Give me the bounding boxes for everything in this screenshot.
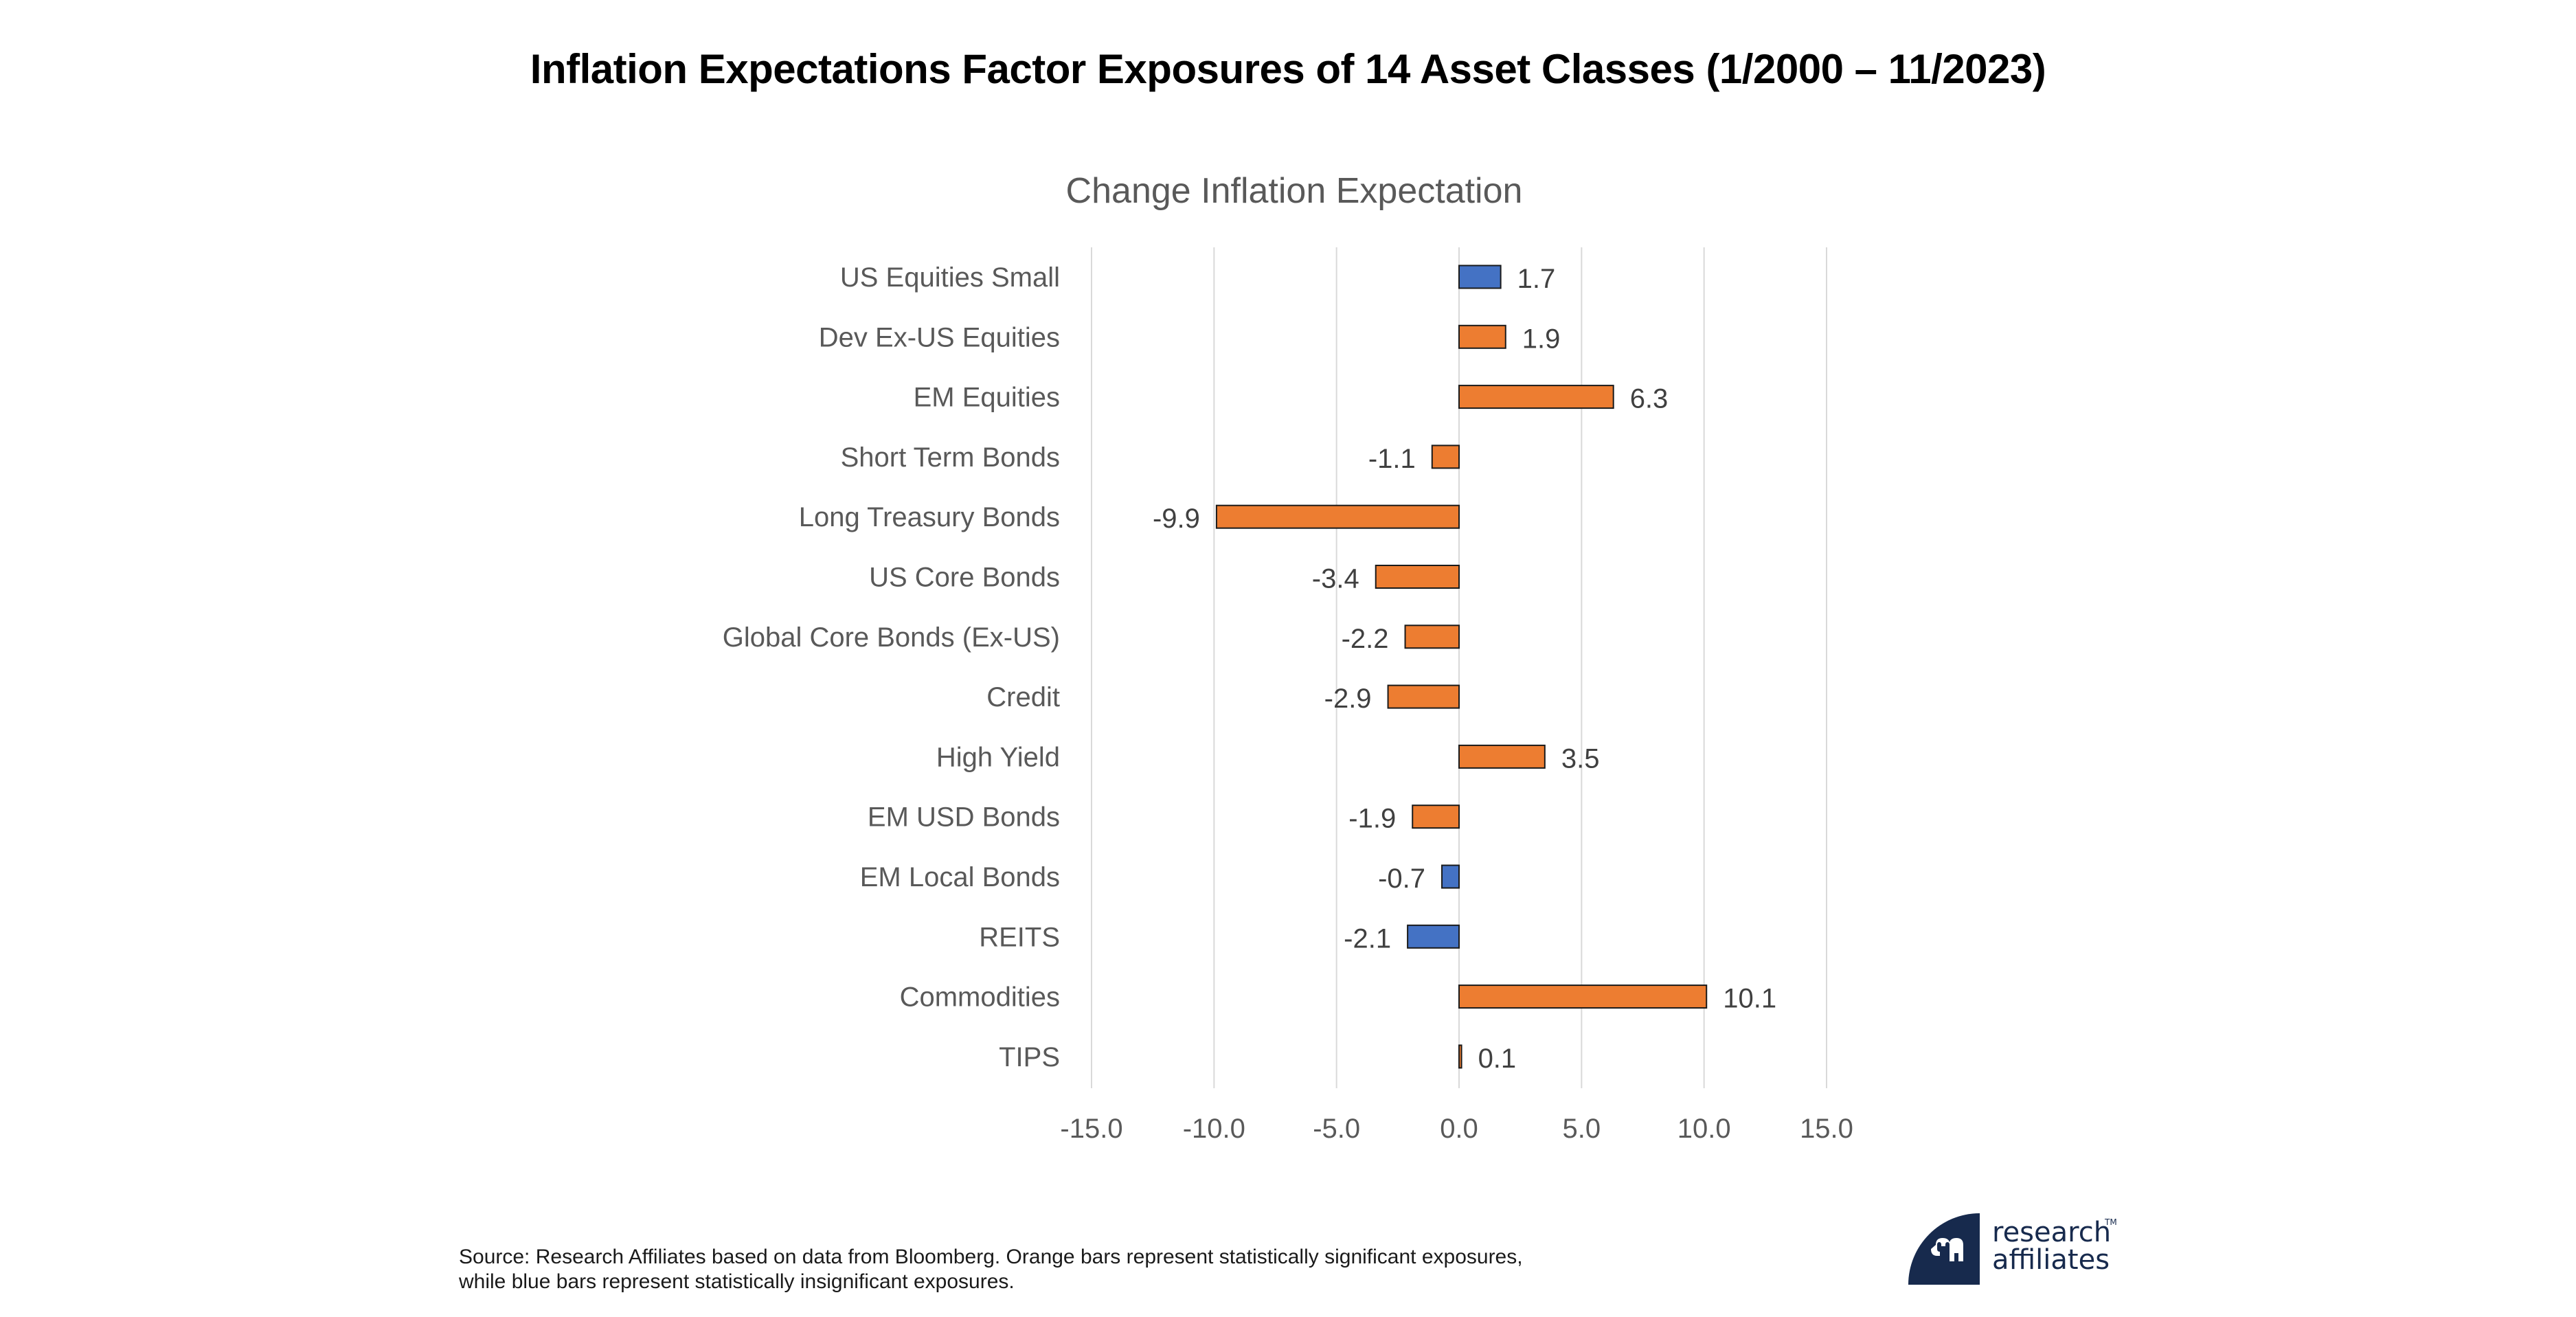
logo-word-research: research — [1992, 1217, 2112, 1248]
category-label: Long Treasury Bonds — [799, 502, 1060, 532]
category-label: Dev Ex-US Equities — [819, 322, 1060, 352]
data-label: 6.3 — [1630, 384, 1669, 414]
data-label: 1.7 — [1517, 264, 1556, 294]
source-note: Source: Research Affiliates based on dat… — [459, 1245, 1764, 1294]
data-label: -1.9 — [1348, 804, 1396, 834]
bar-us-core-bonds — [1375, 565, 1460, 589]
data-label: -1.1 — [1368, 444, 1416, 474]
data-label: -9.9 — [1153, 504, 1200, 534]
bar-us-equities-small — [1458, 264, 1502, 289]
data-label: 0.1 — [1478, 1044, 1517, 1074]
x-tick-label: -10.0 — [1183, 1114, 1245, 1144]
x-tick-label: -5.0 — [1313, 1114, 1360, 1144]
category-labels: US Equities Small Dev Ex-US Equities EM Eq… — [723, 262, 1060, 1072]
data-label: -2.2 — [1342, 624, 1389, 654]
bar-em-usd-bonds — [1412, 804, 1460, 829]
bar-global-core-bonds-ex-us — [1404, 624, 1460, 649]
logo-wordmark: research affiliates — [1992, 1219, 2111, 1274]
bar-em-equities — [1458, 385, 1614, 409]
category-label: Credit — [986, 682, 1060, 712]
x-axis-ticks: -15.0 -10.0 -5.0 0.0 5.0 10.0 15.0 — [1060, 1114, 1853, 1144]
data-label: -2.1 — [1344, 923, 1391, 954]
data-label: -0.7 — [1378, 864, 1425, 894]
bar-short-term-bonds — [1431, 444, 1460, 469]
bar-commodities — [1458, 984, 1708, 1009]
x-tick-label: 15.0 — [1800, 1114, 1853, 1144]
data-label: 10.1 — [1723, 984, 1776, 1014]
data-labels: 1.7 1.9 6.3 -1.1 -9.9 -3.4 -2.2 -2.9 3.5 -1.9 -0.7… — [1153, 264, 1776, 1074]
category-label: US Equities Small — [840, 262, 1060, 293]
category-label: TIPS — [999, 1042, 1060, 1072]
bar-high-yield — [1458, 744, 1546, 769]
chart-title: Change Inflation Expectation — [1066, 171, 1523, 211]
bar-long-treasury-bonds — [1215, 504, 1460, 529]
category-label: EM USD Bonds — [868, 802, 1060, 833]
category-label: US Core Bonds — [869, 563, 1060, 593]
data-label: 1.9 — [1522, 324, 1561, 354]
x-tick-label: -15.0 — [1060, 1114, 1122, 1144]
category-label: EM Equities — [914, 383, 1060, 413]
data-label: -3.4 — [1312, 564, 1359, 594]
category-label: Commodities — [900, 982, 1060, 1013]
bar-tips — [1458, 1044, 1462, 1069]
page-title: Inflation Expectations Factor Exposures … — [530, 46, 2046, 92]
bar-dev-ex-us-equities — [1458, 324, 1506, 349]
category-label: EM Local Bonds — [860, 862, 1060, 892]
category-label: REITS — [979, 922, 1060, 952]
category-label: Global Core Bonds (Ex-US) — [723, 622, 1060, 653]
logo-word-affiliates: affiliates — [1992, 1244, 2110, 1276]
source-note-line-1: Source: Research Affiliates based on dat… — [459, 1246, 1523, 1268]
category-label: High Yield — [936, 742, 1060, 772]
gridlines — [1091, 247, 1827, 1088]
bar-reits — [1407, 924, 1460, 949]
bars — [1215, 264, 1708, 1069]
bar-em-local-bonds — [1441, 864, 1460, 889]
data-label: -2.9 — [1324, 684, 1372, 714]
x-tick-label: 5.0 — [1563, 1114, 1601, 1144]
source-note-line-2: while blue bars represent statistically … — [459, 1270, 1015, 1293]
trademark-symbol: TM — [2105, 1217, 2117, 1227]
bar-credit — [1387, 684, 1460, 709]
x-tick-label: 0.0 — [1440, 1114, 1478, 1144]
category-label: Short Term Bonds — [841, 442, 1060, 473]
data-label: 3.5 — [1561, 743, 1600, 774]
logo-mark-icon — [1908, 1213, 1980, 1285]
x-tick-label: 10.0 — [1677, 1114, 1731, 1144]
